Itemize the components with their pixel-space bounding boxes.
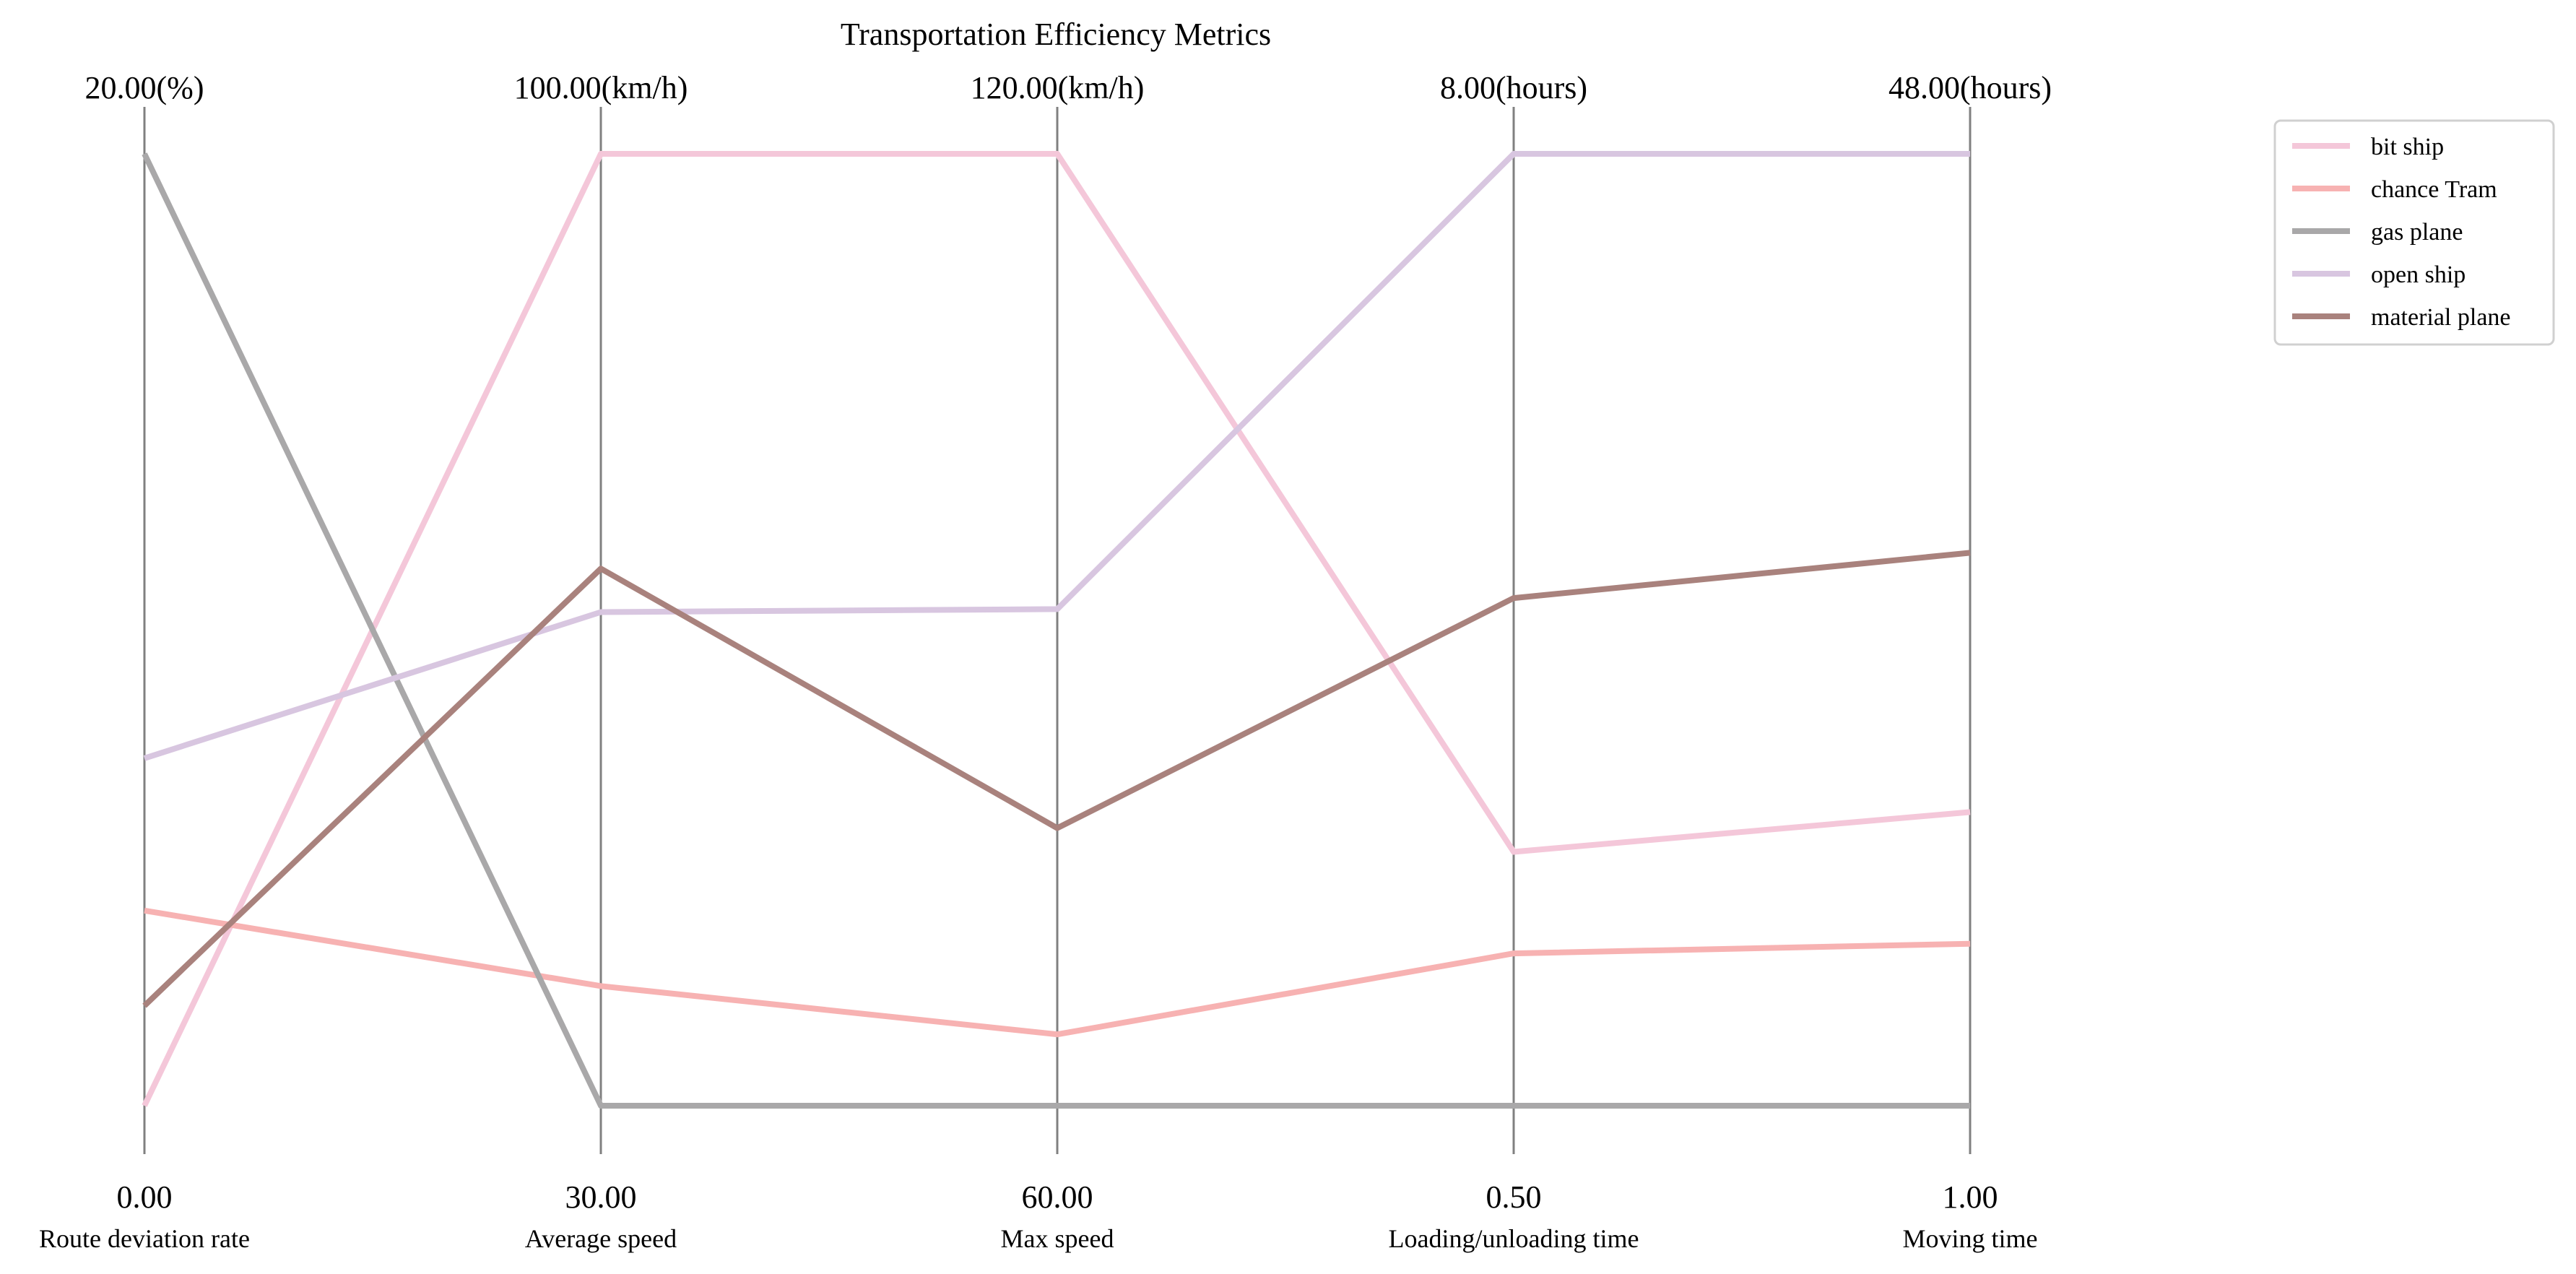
axis-max-label-3: 120.00(km/h): [971, 70, 1145, 105]
series-line-material-plane: [142, 550, 1971, 1008]
axis-title-3: Max speed: [1001, 1224, 1114, 1253]
axis-max-label-1: 20.00(%): [85, 70, 204, 105]
axis-title-2: Average speed: [525, 1224, 677, 1253]
axis-min-label-3: 60.00: [1022, 1179, 1093, 1215]
legend-label-5: material plane: [2371, 304, 2511, 331]
axis-max-label-4: 8.00(hours): [1440, 70, 1587, 105]
legend-label-1: bit ship: [2371, 134, 2444, 160]
axis-min-label-1: 0.00: [117, 1179, 173, 1215]
axis-title-4: Loading/unloading time: [1389, 1224, 1639, 1253]
series-line-gas-plane: [142, 152, 1970, 1109]
series-lines: [142, 151, 1971, 1109]
chart-title: Transportation Efficiency Metrics: [841, 17, 1271, 52]
axis-max-label-5: 48.00(hours): [1888, 70, 2052, 105]
axis-max-label-2: 100.00(km/h): [514, 70, 688, 105]
legend-box: [2273, 119, 2555, 346]
axis-min-label-4: 0.50: [1486, 1179, 1542, 1215]
legend-label-3: gas plane: [2371, 219, 2463, 246]
legend-label-2: chance Tram: [2371, 176, 2497, 203]
series-line-bit-ship: [142, 151, 1971, 1107]
axis-min-label-2: 30.00: [565, 1179, 637, 1215]
axis-min-label-5: 1.00: [1943, 1179, 1998, 1215]
axes-layer: 20.00(%) 0.00 Route deviation rate 100.00(k…: [39, 70, 2052, 1253]
series-line-chance-tram: [144, 907, 1971, 1038]
legend-label-4: open ship: [2371, 261, 2466, 288]
legend: bit ship chance Tram gas plane open ship mat…: [2273, 119, 2555, 346]
series-line-open-ship: [143, 151, 1970, 761]
axis-title-1: Route deviation rate: [39, 1224, 250, 1253]
axis-title-5: Moving time: [1903, 1224, 2038, 1253]
